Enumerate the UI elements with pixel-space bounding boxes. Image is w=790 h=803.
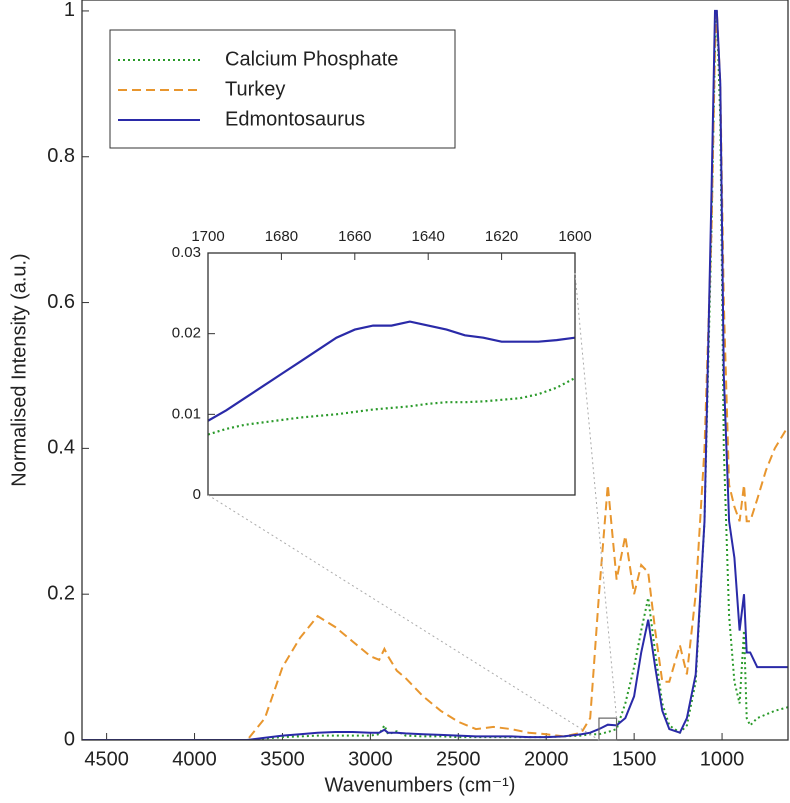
plot-area: [82, 9, 788, 740]
legend-label: Calcium Phosphate: [225, 48, 398, 70]
y-tick-label: 0.03: [172, 244, 201, 261]
x-tick-label: 1700: [191, 228, 224, 245]
y-axis-label: Normalised Intensity (a.u.): [8, 253, 30, 486]
zoom-connector: [574, 272, 618, 719]
x-tick-label: 1000: [700, 748, 745, 770]
x-tick-label: 1680: [265, 228, 298, 245]
series-line: [208, 320, 575, 422]
x-tick-label: 3000: [348, 748, 393, 770]
inset-background: [208, 253, 575, 495]
legend-label: Edmontosaurus: [225, 108, 365, 130]
x-tick-label: 1600: [558, 228, 591, 245]
plot-area: [208, 320, 575, 436]
legend-label: Turkey: [225, 78, 285, 100]
y-tick-label: 0.01: [172, 405, 201, 422]
x-tick-label: 4000: [172, 748, 217, 770]
series-line: [208, 377, 575, 436]
x-tick-label: 1640: [412, 228, 445, 245]
zoom-box: [598, 717, 618, 741]
y-tick-label: 1: [64, 0, 75, 21]
x-tick-label: 1500: [612, 748, 657, 770]
x-tick-label: 4500: [84, 748, 129, 770]
series-line: [82, 9, 788, 740]
plot-frame: [81, 0, 789, 741]
y-tick-label: 0.2: [47, 582, 75, 604]
x-tick-label: 1660: [338, 228, 371, 245]
y-tick-label: 0.4: [47, 437, 75, 459]
x-axis-label: Wavenumbers (cm⁻¹): [325, 774, 516, 796]
y-tick-label: 0.02: [172, 325, 201, 342]
x-tick-label: 2500: [436, 748, 481, 770]
y-tick-label: 0: [64, 728, 75, 750]
x-tick-label: 3500: [260, 748, 305, 770]
plot-frame: [207, 252, 576, 496]
y-tick-label: 0: [193, 486, 201, 503]
y-tick-label: 0.6: [47, 291, 75, 313]
x-tick-label: 1620: [485, 228, 518, 245]
zoom-connector: [207, 494, 600, 741]
series-line: [82, 10, 788, 740]
y-tick-label: 0.8: [47, 145, 75, 167]
x-tick-label: 2000: [524, 748, 569, 770]
